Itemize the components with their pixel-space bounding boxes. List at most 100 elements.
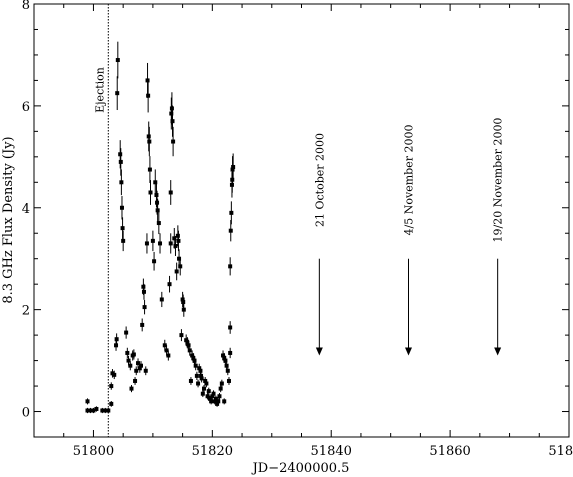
data-point (213, 396, 218, 401)
data-point (216, 399, 221, 404)
data-point (85, 399, 90, 404)
data-point (146, 93, 151, 98)
data-point (197, 366, 202, 371)
data-point (120, 226, 125, 231)
data-point (119, 205, 124, 210)
data-point (147, 167, 152, 172)
y-axis-title: 8.3 GHz Flux Density (Jy) (1, 136, 16, 303)
data-point (85, 408, 90, 413)
data-point (144, 241, 149, 246)
data-point (194, 373, 199, 378)
data-point (100, 408, 105, 413)
data-point (225, 368, 230, 373)
data-point (230, 167, 235, 172)
ejection-label: Ejection (93, 67, 106, 113)
arrow-label: 19/20 November 2000 (492, 118, 505, 243)
data-point (147, 139, 152, 144)
data-point (211, 391, 216, 396)
data-point (187, 348, 192, 353)
data-point (137, 366, 142, 371)
data-point (146, 134, 151, 139)
data-point (230, 177, 235, 182)
data-point (152, 259, 157, 264)
data-point (228, 325, 233, 330)
data-point (228, 228, 233, 233)
data-point (206, 389, 211, 394)
y-tick-label: 8 (22, 0, 30, 13)
data-point (156, 221, 161, 226)
data-point (180, 297, 185, 302)
data-point (209, 399, 214, 404)
x-tick-label: 51880 (548, 444, 573, 459)
data-point (178, 264, 183, 269)
data-point (143, 368, 148, 373)
data-point (148, 190, 153, 195)
data-point (106, 408, 111, 413)
data-point (184, 338, 189, 343)
data-point (181, 300, 186, 305)
data-point (114, 337, 119, 342)
data-point (222, 399, 227, 404)
data-point (158, 241, 163, 246)
data-point (131, 352, 136, 357)
data-point (103, 408, 108, 413)
data-point (217, 394, 222, 399)
data-point (134, 368, 139, 373)
x-tick-label: 51800 (73, 444, 114, 459)
data-point (204, 381, 209, 386)
axis-ticks: 51800 51820 51840 51860 51880 0 2 4 6 8 (22, 0, 573, 459)
data-point (222, 356, 227, 361)
data-point (167, 282, 172, 287)
data-point (142, 305, 147, 310)
data-point (190, 353, 195, 358)
data-point (196, 381, 201, 386)
data-point (203, 378, 208, 383)
x-tick-label: 51840 (311, 444, 352, 459)
data-point (154, 193, 159, 198)
data-point (218, 386, 223, 391)
data-point (145, 78, 150, 83)
data-point (169, 111, 174, 116)
data-point (229, 182, 234, 187)
data-point (112, 372, 117, 377)
data-point (155, 200, 160, 205)
arrow-label: 21 October 2000 (313, 133, 326, 227)
data-point (129, 386, 134, 391)
data-point (114, 343, 119, 348)
data-point (228, 264, 233, 269)
arrow-label: 4/5 November 2000 (403, 125, 416, 236)
data-point (202, 386, 207, 391)
data-point (124, 330, 129, 335)
data-point (88, 408, 93, 413)
data-points (85, 58, 236, 413)
data-point (118, 159, 123, 164)
data-point (166, 353, 171, 358)
annotations: Ejection 21 October 2000 4/5 November 2000… (93, 4, 505, 437)
error-bars (87, 41, 234, 414)
data-point (94, 406, 99, 411)
data-point (171, 139, 176, 144)
data-point (170, 119, 175, 124)
data-point (115, 91, 120, 96)
data-point (223, 358, 228, 363)
data-point (164, 348, 169, 353)
data-point (155, 208, 160, 213)
arrow-head (405, 347, 412, 356)
data-point (212, 399, 217, 404)
data-point (118, 152, 123, 157)
data-point (199, 376, 204, 381)
data-point (231, 165, 236, 170)
y-tick-label: 0 (22, 406, 30, 421)
data-point (139, 363, 143, 368)
data-point (126, 358, 131, 363)
data-point (193, 363, 198, 368)
data-point (141, 289, 146, 294)
data-point (141, 284, 146, 289)
data-point (186, 343, 191, 348)
data-point (115, 58, 120, 63)
data-point (119, 180, 124, 185)
data-point (176, 238, 181, 243)
data-point (207, 396, 212, 401)
x-tick-label: 51860 (429, 444, 470, 459)
data-point (136, 361, 141, 366)
